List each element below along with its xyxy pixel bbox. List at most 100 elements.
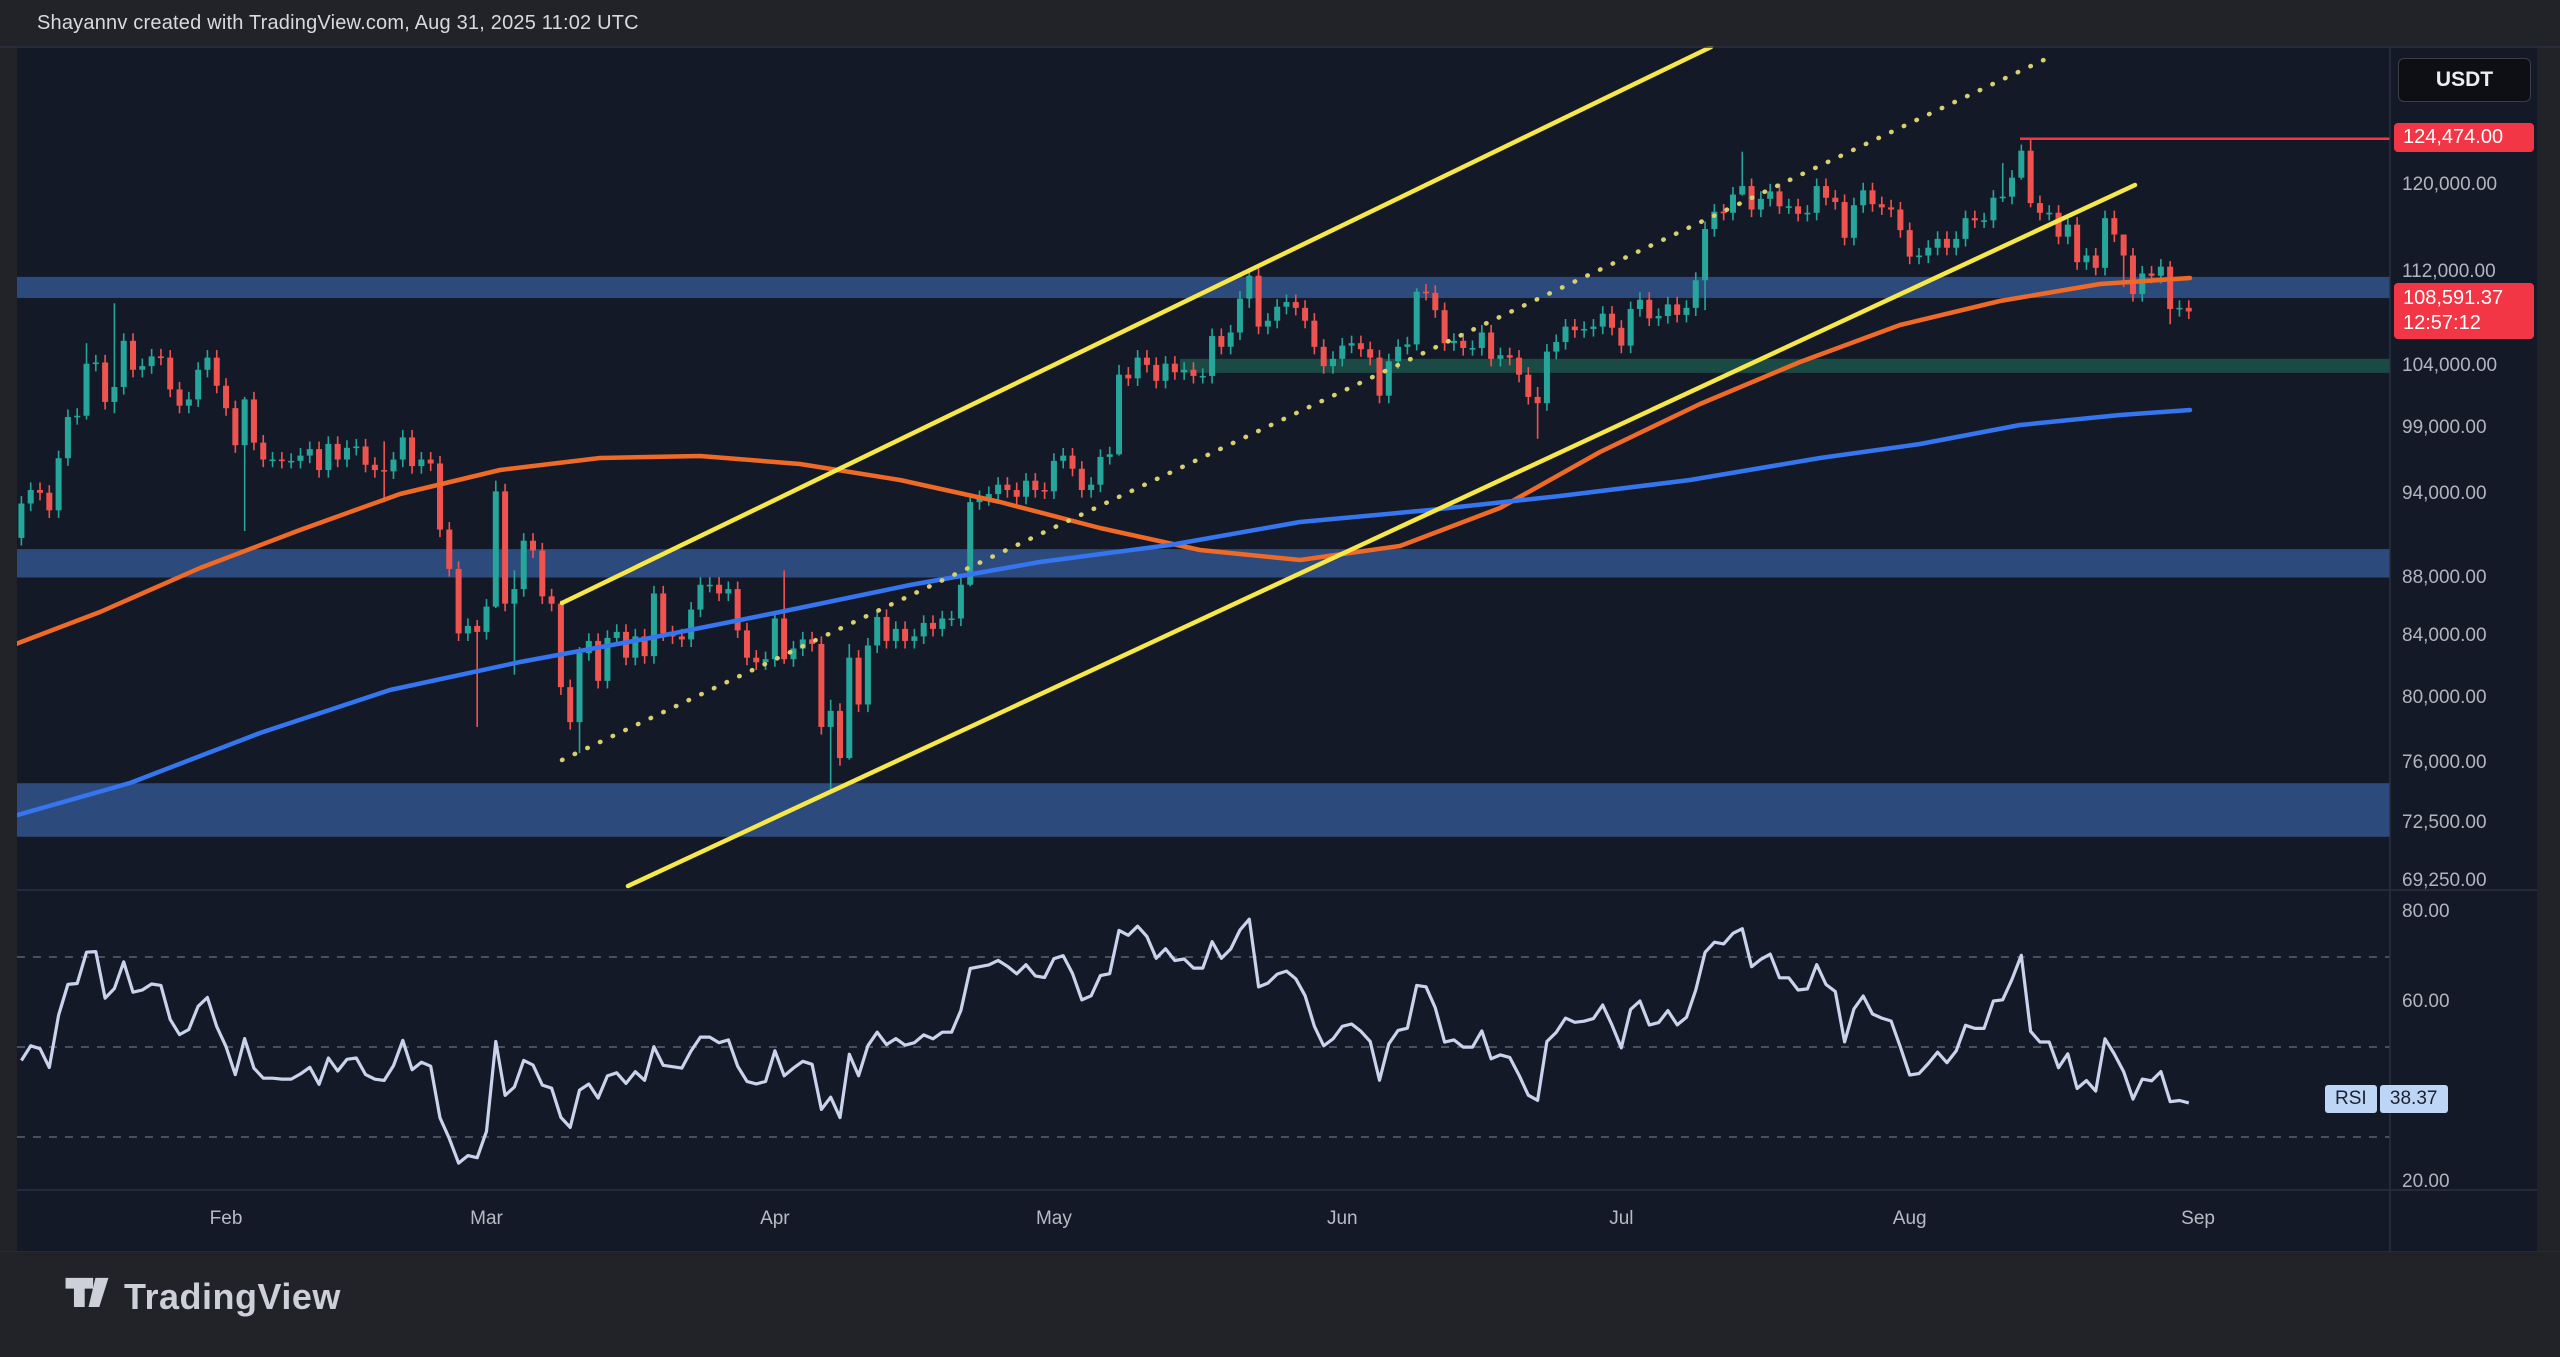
candle[interactable] xyxy=(1013,490,1020,497)
candle[interactable] xyxy=(2018,150,2025,178)
candle[interactable] xyxy=(2083,255,2090,263)
candle[interactable] xyxy=(641,636,648,657)
candle[interactable] xyxy=(2009,177,2016,197)
candle[interactable] xyxy=(46,492,53,511)
demand-zone-teal[interactable] xyxy=(1180,358,2390,373)
candle[interactable] xyxy=(1227,332,1234,347)
candle[interactable] xyxy=(399,437,406,460)
candle[interactable] xyxy=(176,389,183,406)
candle[interactable] xyxy=(1832,197,1839,203)
candle[interactable] xyxy=(1171,363,1178,373)
candle[interactable] xyxy=(1329,358,1336,367)
candle[interactable] xyxy=(297,455,304,461)
candle[interactable] xyxy=(1813,186,1820,213)
supply-demand-zones[interactable] xyxy=(17,276,2390,837)
candle[interactable] xyxy=(74,415,81,418)
candle[interactable] xyxy=(195,369,202,400)
candle[interactable] xyxy=(1283,302,1290,307)
channel-upper-line[interactable] xyxy=(559,44,1714,606)
candle[interactable] xyxy=(1739,186,1746,195)
candle[interactable] xyxy=(1692,280,1699,308)
channel-mid-dotted[interactable] xyxy=(559,54,2053,763)
candle[interactable] xyxy=(2064,224,2071,237)
candle[interactable] xyxy=(64,417,71,459)
candle[interactable] xyxy=(1897,209,1904,231)
candle[interactable] xyxy=(1795,206,1802,214)
candle[interactable] xyxy=(1543,351,1550,404)
candle[interactable] xyxy=(1469,348,1476,350)
candle[interactable] xyxy=(111,386,118,402)
candle[interactable] xyxy=(1962,218,1969,239)
candle[interactable] xyxy=(1116,374,1123,455)
candle[interactable] xyxy=(678,636,685,640)
candle[interactable] xyxy=(1320,346,1327,367)
sma-orange-line[interactable] xyxy=(0,275,2193,653)
candle[interactable] xyxy=(1981,220,1988,222)
candle[interactable] xyxy=(864,645,871,705)
candle[interactable] xyxy=(1181,369,1188,373)
candle[interactable] xyxy=(269,459,276,462)
candle[interactable] xyxy=(520,540,527,590)
candle[interactable] xyxy=(83,363,90,416)
candle[interactable] xyxy=(1069,455,1076,469)
candle[interactable] xyxy=(1004,484,1011,491)
candle[interactable] xyxy=(1088,484,1095,491)
candle[interactable] xyxy=(967,502,974,585)
candle[interactable] xyxy=(809,639,816,644)
candle[interactable] xyxy=(911,636,918,641)
candle[interactable] xyxy=(1460,340,1467,349)
candle[interactable] xyxy=(1860,190,1867,206)
candle[interactable] xyxy=(204,357,211,370)
candle[interactable] xyxy=(1990,197,1997,221)
candle[interactable] xyxy=(250,399,257,443)
candle[interactable] xyxy=(1199,375,1206,378)
candle[interactable] xyxy=(650,593,657,657)
candle[interactable] xyxy=(855,657,862,705)
candle[interactable] xyxy=(1032,480,1039,491)
candle[interactable] xyxy=(1357,343,1364,350)
candle[interactable] xyxy=(1041,490,1048,492)
candle[interactable] xyxy=(1878,204,1885,208)
candle[interactable] xyxy=(325,443,332,471)
candle[interactable] xyxy=(1776,191,1783,207)
candle[interactable] xyxy=(1683,307,1690,315)
candle[interactable] xyxy=(1785,206,1792,208)
candle[interactable] xyxy=(446,529,453,569)
candle[interactable] xyxy=(2074,224,2081,263)
candle[interactable] xyxy=(1571,326,1578,331)
candle[interactable] xyxy=(623,631,630,658)
candle[interactable] xyxy=(1516,357,1523,375)
candle[interactable] xyxy=(371,464,378,471)
candle[interactable] xyxy=(1888,207,1895,210)
candle[interactable] xyxy=(1506,355,1513,358)
candle[interactable] xyxy=(1581,328,1588,331)
candle[interactable] xyxy=(232,408,239,446)
candle[interactable] xyxy=(1906,230,1913,257)
candle[interactable] xyxy=(102,362,109,402)
candle[interactable] xyxy=(2139,273,2146,294)
candle[interactable] xyxy=(1367,349,1374,358)
support-zone-lower[interactable] xyxy=(17,783,2390,837)
candle[interactable] xyxy=(2046,212,2053,215)
candle[interactable] xyxy=(1348,343,1355,346)
candle[interactable] xyxy=(1078,468,1085,491)
candle[interactable] xyxy=(706,584,713,587)
trendline-drawings[interactable] xyxy=(559,44,2138,889)
candle[interactable] xyxy=(1664,304,1671,317)
candle[interactable] xyxy=(1292,302,1299,308)
candle[interactable] xyxy=(2055,212,2062,237)
quote-currency-badge[interactable]: USDT xyxy=(2398,58,2531,102)
candle[interactable] xyxy=(1264,320,1271,327)
candle[interactable] xyxy=(427,459,434,464)
candle[interactable] xyxy=(957,584,964,619)
candle[interactable] xyxy=(1441,310,1448,344)
candle[interactable] xyxy=(1869,190,1876,205)
candle[interactable] xyxy=(418,459,425,467)
alert-price-tag[interactable]: 124,474.00 xyxy=(2394,123,2534,152)
candle[interactable] xyxy=(660,593,667,634)
candle[interactable] xyxy=(790,648,797,660)
candle[interactable] xyxy=(1050,460,1057,492)
candle[interactable] xyxy=(288,460,295,463)
candle[interactable] xyxy=(92,362,99,365)
candle[interactable] xyxy=(1804,212,1811,215)
